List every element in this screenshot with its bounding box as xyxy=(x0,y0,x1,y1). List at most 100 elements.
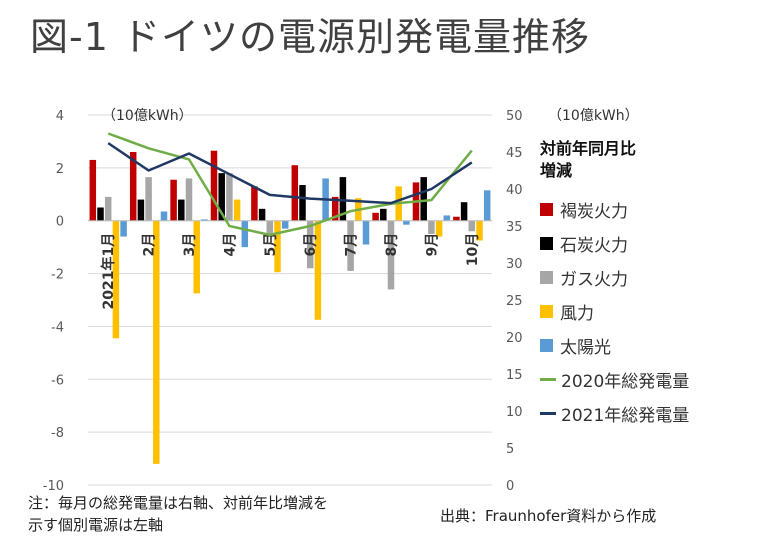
bar-石炭火力-9月 xyxy=(420,177,427,221)
bar-太陽光-3月 xyxy=(201,219,208,221)
legend-item: 褐炭火力 xyxy=(540,192,760,226)
bar-太陽光-7月 xyxy=(362,220,370,245)
left-tick-label: 2 xyxy=(56,162,64,177)
legend-item: 石炭火力 xyxy=(540,226,760,260)
bar-風力-6月 xyxy=(314,220,322,320)
bar-風力-9月 xyxy=(435,220,443,237)
right-tick-label: 25 xyxy=(506,294,523,309)
bar-ガス火力-6月 xyxy=(306,220,314,269)
bar-石炭火力-10月 xyxy=(460,202,468,221)
bar-石炭火力-2021年1月 xyxy=(97,207,104,221)
category-label: 3月 xyxy=(182,233,198,257)
right-tick-label: 40 xyxy=(506,183,523,198)
legend-item: 風力 xyxy=(540,294,760,328)
line-2021年総発電量 xyxy=(107,142,473,205)
bar-太陽光-8月 xyxy=(403,220,410,225)
category-label: 10月 xyxy=(465,233,481,266)
bar-ガス火力-2月 xyxy=(145,177,152,221)
bar-ガス火力-5月 xyxy=(266,220,274,234)
bar-褐炭火力-4月 xyxy=(210,150,218,221)
footnote-line-2: 示す個別電源は左軸 xyxy=(28,516,164,534)
left-tick-label: 0 xyxy=(56,215,64,230)
left-tick-label: -6 xyxy=(51,373,64,388)
category-label: 2月 xyxy=(142,233,158,257)
category-label: 2021年1月 xyxy=(100,233,117,310)
bar-太陽光-2月 xyxy=(160,211,168,221)
right-tick-label: 10 xyxy=(506,405,523,420)
bar-石炭火力-8月 xyxy=(380,208,387,221)
footnote-line-1: 注：毎月の総発電量は右軸、対前年比増減を xyxy=(28,494,329,512)
bar-風力-2021年1月 xyxy=(112,220,120,339)
bar-石炭火力-5月 xyxy=(258,208,266,221)
legend-swatch xyxy=(540,411,556,415)
legend-swatch xyxy=(540,304,553,318)
legend-label: 風力 xyxy=(560,303,594,324)
bar-ガス火力-9月 xyxy=(428,220,435,234)
legend-swatch xyxy=(540,270,553,284)
footnote: 注：毎月の総発電量は右軸、対前年比増減を 示す個別電源は左軸 xyxy=(28,492,328,536)
source-credit: 出典：Fraunhofer資料から作成 xyxy=(440,507,657,525)
bar-ガス火力-3月 xyxy=(185,178,193,221)
left-axis-unit: （10億kWh） xyxy=(102,108,193,124)
bar-太陽光-4月 xyxy=(241,220,249,248)
right-axis-unit: （10億kWh） xyxy=(548,108,639,124)
bar-太陽光-10月 xyxy=(483,190,491,221)
bar-石炭火力-6月 xyxy=(299,185,306,221)
bar-風力-4月 xyxy=(233,199,241,221)
bar-石炭火力-7月 xyxy=(339,177,347,221)
bar-褐炭火力-5月 xyxy=(251,186,258,221)
category-label: 4月 xyxy=(222,233,238,257)
bar-褐炭火力-2月 xyxy=(129,152,137,221)
legend-title-line: 増減 xyxy=(540,161,573,180)
bar-褐炭火力-6月 xyxy=(291,165,299,221)
bar-石炭火力-4月 xyxy=(218,173,225,221)
left-tick-label: 4 xyxy=(56,109,64,124)
right-tick-label: 30 xyxy=(506,257,523,272)
bar-褐炭火力-8月 xyxy=(372,212,379,221)
right-tick-label: 35 xyxy=(506,220,523,235)
left-tick-label: -2 xyxy=(51,268,64,283)
legend-label: 2020年総発電量 xyxy=(561,371,690,392)
legend-swatch xyxy=(540,236,553,250)
right-tick-label: 15 xyxy=(506,368,523,383)
bar-ガス火力-4月 xyxy=(226,173,233,221)
legend-title: 対前年同月比 増減 xyxy=(540,138,760,182)
legend-label: 褐炭火力 xyxy=(560,201,628,222)
line-2020年総発電量 xyxy=(107,132,473,237)
bar-褐炭火力-7月 xyxy=(331,196,339,221)
legend-label: ガス火力 xyxy=(560,269,628,290)
legend-swatch xyxy=(540,377,556,381)
bar-石炭火力-2月 xyxy=(137,199,145,221)
bar-褐炭火力-3月 xyxy=(170,179,177,221)
legend-label: 2021年総発電量 xyxy=(561,405,690,426)
right-tick-label: 20 xyxy=(506,331,523,346)
bar-ガス火力-2021年1月 xyxy=(104,196,112,221)
legend-item: 2020年総発電量 xyxy=(540,362,760,396)
bar-石炭火力-3月 xyxy=(178,199,185,221)
legend-title-line: 対前年同月比 xyxy=(540,139,637,158)
category-label: 6月 xyxy=(303,233,319,257)
category-label: 5月 xyxy=(263,233,279,257)
left-tick-label: -4 xyxy=(51,320,64,335)
bar-風力-5月 xyxy=(274,220,281,273)
right-tick-label: 5 xyxy=(506,442,514,457)
category-label: 8月 xyxy=(384,233,400,257)
bar-ガス火力-7月 xyxy=(347,220,354,271)
legend-item: 2021年総発電量 xyxy=(540,396,760,430)
legend-item: 太陽光 xyxy=(540,328,760,362)
category-label: 9月 xyxy=(424,233,440,257)
left-tick-label: -10 xyxy=(43,479,64,494)
bar-太陽光-5月 xyxy=(281,220,289,229)
bar-ガス火力-8月 xyxy=(387,220,395,290)
legend-swatch xyxy=(540,338,553,352)
bar-太陽光-2021年1月 xyxy=(120,220,127,237)
bar-風力-3月 xyxy=(193,220,200,294)
category-label: 7月 xyxy=(344,233,360,257)
legend-item: ガス火力 xyxy=(540,260,760,294)
bar-ガス火力-10月 xyxy=(468,220,476,232)
legend: 対前年同月比 増減 褐炭火力石炭火力ガス火力風力太陽光 2020年総発電量 2021年… xyxy=(540,138,760,430)
legend-label: 太陽光 xyxy=(560,337,611,358)
bar-褐炭火力-10月 xyxy=(453,216,460,221)
legend-swatch xyxy=(540,202,553,216)
